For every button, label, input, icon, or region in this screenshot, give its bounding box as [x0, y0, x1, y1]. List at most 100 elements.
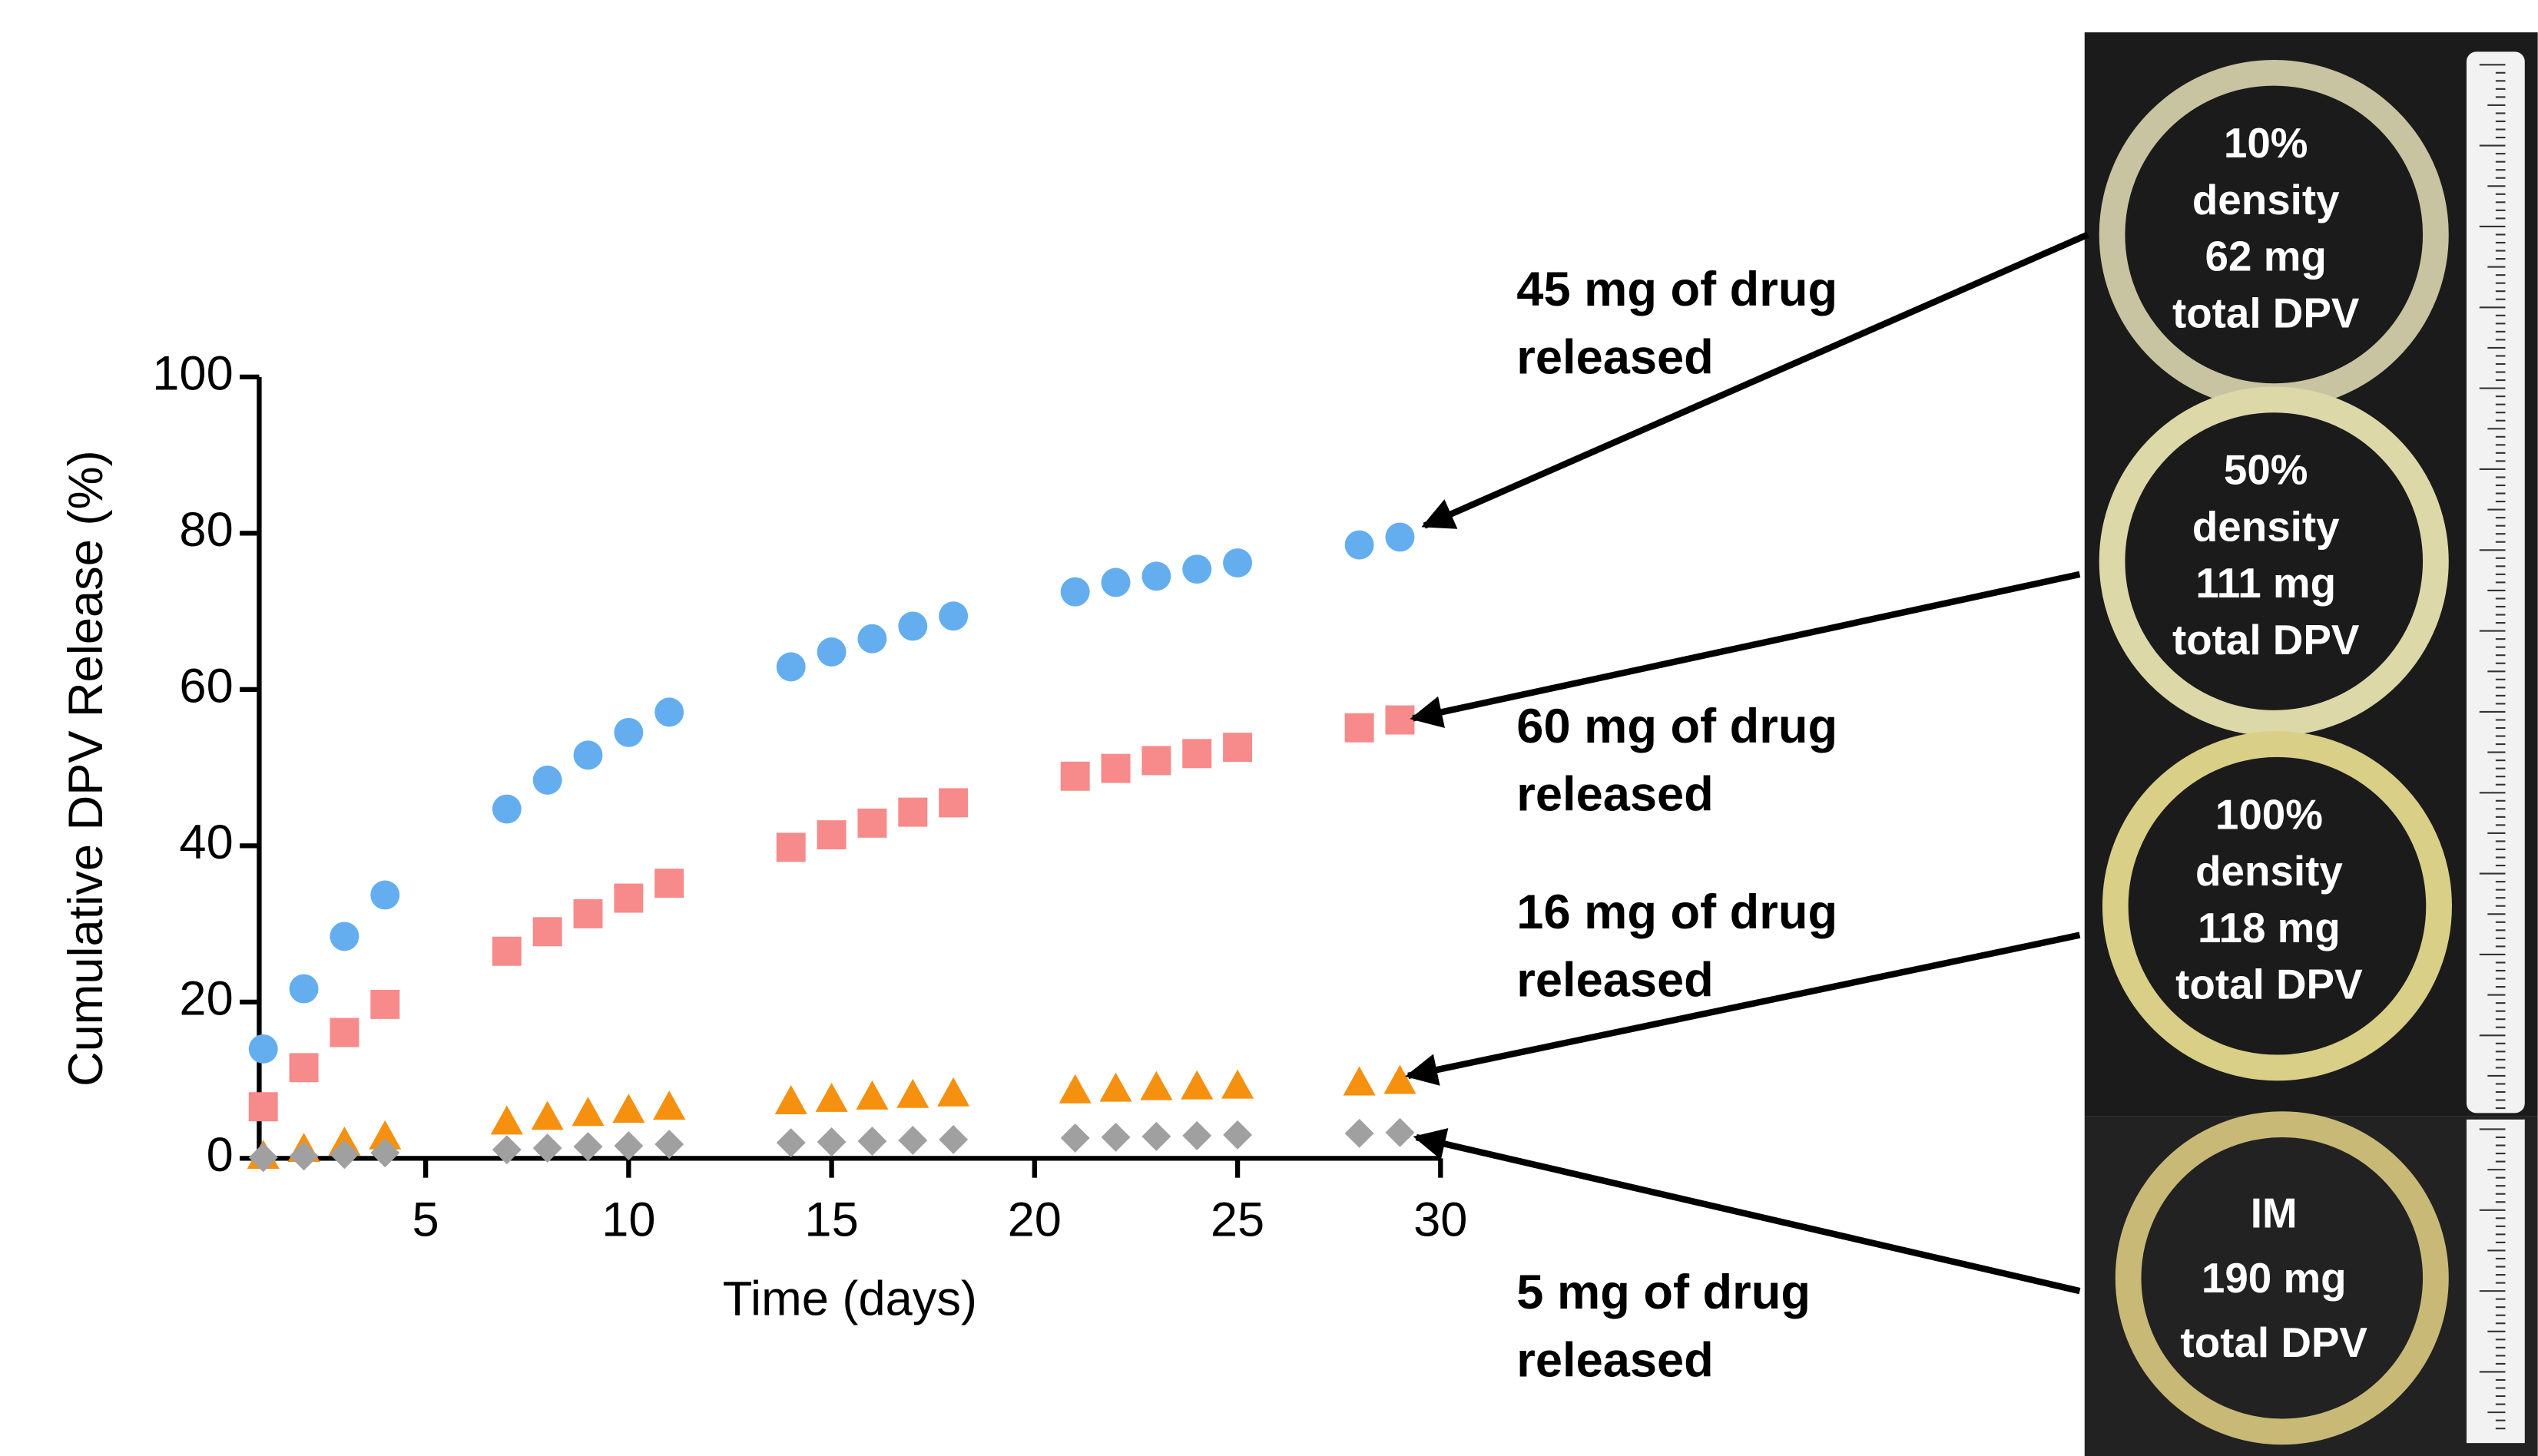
ring-label: density [2195, 847, 2343, 895]
point [533, 917, 562, 946]
point [1223, 1120, 1252, 1150]
point [290, 1141, 319, 1170]
point [1345, 531, 1374, 560]
point [290, 975, 319, 1004]
point [857, 1127, 886, 1156]
ring-label: 100% [2215, 790, 2323, 838]
arrow [1413, 574, 2079, 718]
point [1061, 1123, 1090, 1153]
point [1059, 1074, 1092, 1104]
point [817, 637, 847, 667]
y-tick-label: 40 [179, 816, 233, 869]
y-tick-label: 20 [179, 972, 233, 1026]
annotation: released [1516, 330, 1713, 384]
x-tick-label: 20 [1008, 1193, 1062, 1246]
point [775, 1085, 807, 1114]
ring-label: total DPV [2172, 616, 2360, 663]
point [1182, 1121, 1211, 1150]
point [1099, 1073, 1131, 1102]
point [898, 1126, 927, 1155]
point [1182, 739, 1211, 768]
point [572, 1097, 604, 1126]
x-tick-label: 5 [413, 1193, 439, 1246]
point [1344, 1067, 1376, 1096]
point [574, 899, 603, 928]
point [937, 1077, 969, 1107]
point [1102, 754, 1131, 783]
annotation: 60 mg of drug [1516, 700, 1837, 753]
arrow [1408, 935, 2079, 1076]
y-tick-label: 80 [179, 503, 233, 557]
figure: Time (days) Cumulative DPV Release (%) 0… [0, 0, 2538, 1456]
point [1223, 733, 1252, 762]
point [1223, 548, 1252, 577]
point [1102, 1123, 1131, 1152]
y-tick-label: 60 [179, 660, 233, 713]
point [817, 820, 847, 849]
point [817, 1127, 847, 1157]
ring-label: 118 mg [2198, 904, 2341, 951]
y-tick-label: 0 [207, 1128, 234, 1182]
annotation: released [1516, 767, 1713, 821]
annotation: 45 mg of drug [1516, 263, 1837, 316]
y-axis-title: Cumulative DPV Release (%) [59, 450, 113, 1087]
annotation: released [1516, 954, 1713, 1008]
point [1385, 522, 1414, 551]
point [330, 922, 359, 951]
point [777, 652, 806, 681]
point [1181, 1070, 1213, 1100]
point [856, 1080, 888, 1110]
point [1345, 1119, 1374, 1148]
point [1182, 554, 1211, 584]
point [939, 1125, 968, 1154]
point [491, 1105, 523, 1134]
point [816, 1083, 848, 1112]
annotation: released [1516, 1334, 1713, 1388]
point [533, 766, 562, 795]
point [1385, 1118, 1414, 1147]
point [1221, 1070, 1254, 1099]
ruler [2467, 1120, 2525, 1443]
point [1061, 762, 1090, 791]
point [249, 1092, 278, 1121]
point [857, 809, 886, 838]
point [612, 1094, 644, 1123]
point [654, 697, 684, 726]
point [330, 1018, 359, 1047]
ring-label: IM [2251, 1190, 2298, 1237]
x-tick-label: 15 [804, 1193, 858, 1246]
point [896, 1079, 929, 1108]
ring-label: density [2192, 176, 2340, 223]
x-tick-label: 10 [601, 1193, 655, 1246]
ring-label: 190 mg [2202, 1254, 2347, 1302]
ring-label: total DPV [2175, 961, 2363, 1008]
point [1385, 706, 1414, 735]
point [939, 601, 968, 630]
point [492, 937, 522, 966]
point [1141, 1122, 1171, 1151]
y-tick-label: 100 [152, 347, 233, 401]
point [1383, 1065, 1416, 1094]
annotation: 16 mg of drug [1516, 885, 1837, 939]
point [614, 718, 643, 747]
point [654, 869, 684, 898]
point [777, 832, 806, 862]
ring-label: density [2192, 502, 2340, 550]
point [1141, 561, 1171, 591]
point [654, 1130, 684, 1159]
point [290, 1053, 319, 1082]
point [653, 1090, 685, 1120]
point [492, 795, 522, 824]
ring-label: 62 mg [2205, 233, 2327, 280]
ring-label: total DPV [2172, 289, 2360, 336]
point [532, 1100, 564, 1130]
annotation: 5 mg of drug [1516, 1266, 1811, 1319]
point [1345, 713, 1374, 743]
x-axis-title: Time (days) [723, 1272, 977, 1326]
point [614, 884, 643, 913]
point [330, 1140, 359, 1169]
point [898, 798, 927, 827]
ring-label: 10% [2224, 119, 2308, 167]
point [898, 611, 927, 640]
point [1061, 577, 1090, 607]
